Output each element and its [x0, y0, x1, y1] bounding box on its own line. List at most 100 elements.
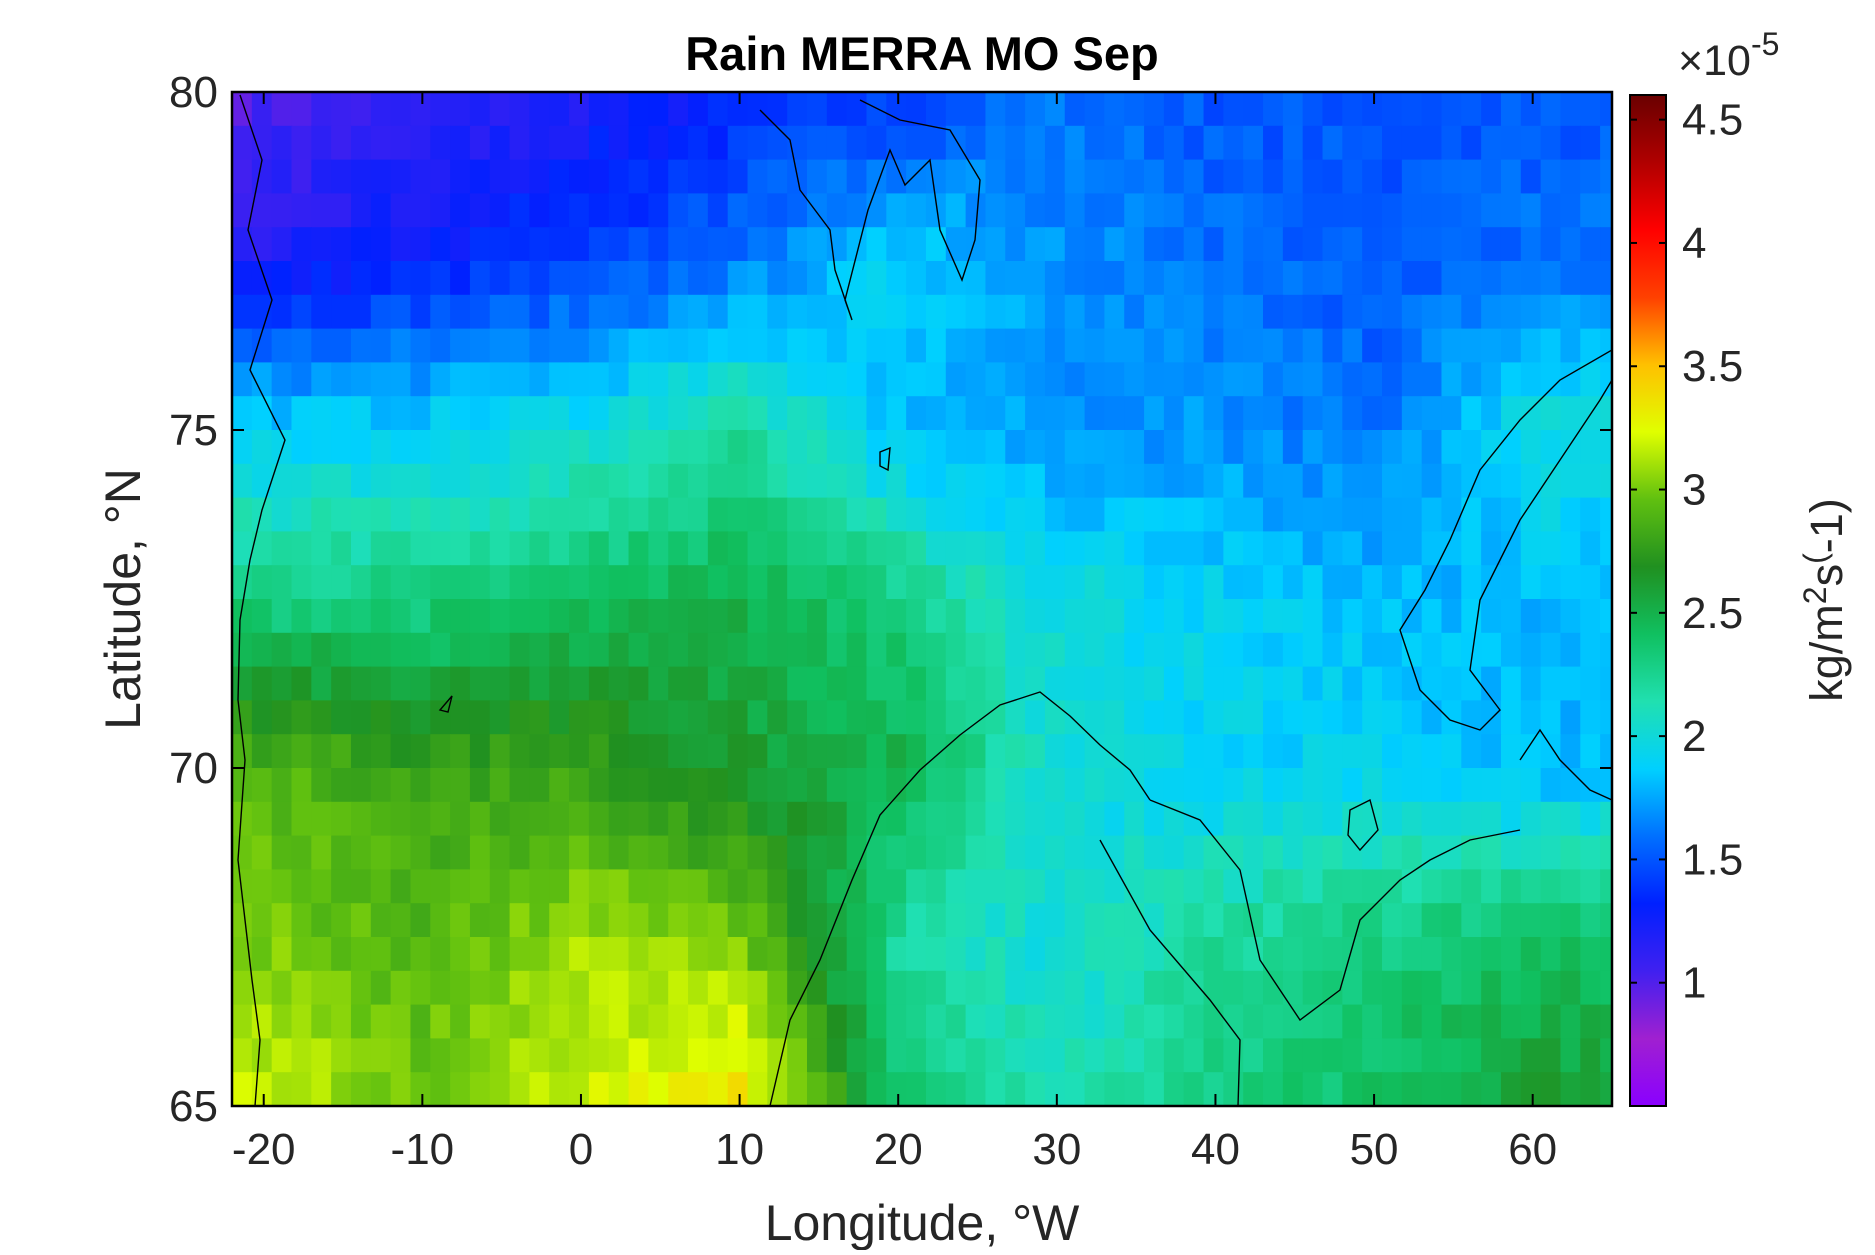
heatmap-cell: [1025, 193, 1046, 228]
heatmap-cell: [529, 970, 550, 1006]
heatmap-cell: [906, 970, 927, 1006]
heatmap-cell: [1560, 193, 1581, 228]
heatmap-cell: [826, 430, 848, 465]
heatmap-cell: [1421, 193, 1443, 228]
heatmap-cell: [331, 227, 352, 262]
heatmap-cell: [1064, 294, 1086, 330]
heatmap-cell: [747, 463, 768, 499]
heatmap-cell: [1104, 768, 1125, 803]
heatmap-cell: [1064, 632, 1086, 668]
heatmap-cell: [350, 937, 372, 972]
heatmap-cell: [1401, 463, 1423, 499]
heatmap-cell: [1481, 700, 1502, 735]
heatmap-cell: [1025, 497, 1046, 532]
heatmap-cell: [866, 1004, 887, 1039]
heatmap-cell: [529, 531, 550, 566]
heatmap-cell: [1104, 903, 1125, 938]
heatmap-cell: [866, 700, 887, 735]
heatmap-cell: [668, 666, 689, 701]
heatmap-cell: [1183, 531, 1205, 566]
heatmap-cell: [311, 430, 332, 465]
heatmap-cell: [291, 261, 312, 296]
heatmap-cell: [826, 565, 848, 600]
heatmap-cell: [370, 531, 392, 566]
heatmap-cell: [1500, 666, 1522, 701]
heatmap-cell: [450, 261, 471, 296]
heatmap-cell: [1540, 734, 1562, 769]
heatmap-cell: [588, 497, 610, 532]
heatmap-cell: [826, 700, 848, 735]
heatmap-cell: [925, 970, 947, 1006]
heatmap-cell: [331, 328, 352, 363]
heatmap-cell: [1322, 768, 1343, 803]
heatmap-cell: [628, 463, 649, 499]
heatmap-cell: [1540, 768, 1562, 803]
heatmap-cell: [1124, 159, 1145, 194]
heatmap-cell: [450, 328, 471, 363]
heatmap-cell: [588, 261, 610, 296]
heatmap-cell: [450, 1004, 471, 1039]
heatmap-cell: [1342, 125, 1363, 161]
heatmap-cell: [1144, 632, 1165, 668]
heatmap-cell: [370, 362, 392, 397]
heatmap-cell: [727, 227, 749, 262]
heatmap-cell: [648, 227, 669, 262]
heatmap-cell: [509, 497, 531, 532]
heatmap-cell: [965, 463, 987, 499]
heatmap-cell: [985, 430, 1006, 465]
heatmap-cell: [469, 396, 491, 431]
heatmap-cell: [707, 937, 729, 972]
heatmap-cell: [1441, 125, 1462, 161]
heatmap-cell: [1282, 430, 1304, 465]
heatmap-cell: [1263, 734, 1284, 769]
heatmap-cell: [965, 125, 987, 161]
heatmap-cell: [906, 531, 927, 566]
heatmap-cell: [965, 430, 987, 465]
heatmap-cell: [965, 734, 987, 769]
heatmap-cell: [787, 903, 808, 938]
heatmap-cell: [1382, 362, 1403, 397]
heatmap-cell: [1005, 1038, 1026, 1073]
heatmap-cell: [1560, 430, 1581, 465]
heatmap-cell: [1223, 970, 1244, 1006]
heatmap-cell: [925, 261, 947, 296]
heatmap-cell: [767, 1038, 788, 1073]
heatmap-cell: [985, 362, 1006, 397]
heatmap-cell: [707, 1072, 729, 1106]
heatmap-cell: [549, 497, 570, 532]
heatmap-cell: [450, 1072, 471, 1106]
heatmap-cell: [1342, 497, 1363, 532]
heatmap-cell: [1282, 1072, 1304, 1106]
heatmap-cell: [410, 328, 431, 363]
heatmap-cell: [529, 1004, 550, 1039]
heatmap-cell: [1461, 801, 1482, 837]
heatmap-cell: [688, 430, 709, 465]
heatmap-cell: [707, 294, 729, 330]
heatmap-cell: [1243, 599, 1264, 634]
heatmap-cell: [846, 700, 868, 735]
heatmap-cell: [1322, 666, 1343, 701]
heatmap-cell: [1540, 1072, 1562, 1106]
heatmap-cell: [707, 227, 729, 262]
heatmap-cell: [1005, 970, 1026, 1006]
heatmap-cell: [846, 362, 868, 397]
heatmap-cell: [271, 1038, 293, 1073]
heatmap-cell: [1421, 125, 1443, 161]
heatmap-cell: [668, 430, 689, 465]
heatmap-cell: [1580, 125, 1601, 161]
heatmap-cell: [1580, 903, 1601, 938]
heatmap-cell: [945, 565, 967, 600]
heatmap-cell: [1263, 666, 1284, 701]
heatmap-cell: [1540, 869, 1562, 904]
heatmap-cell: [965, 193, 987, 228]
heatmap-cell: [985, 970, 1006, 1006]
heatmap-cell: [1500, 869, 1522, 904]
heatmap-cell: [1421, 1004, 1443, 1039]
x-tick-label: -20: [232, 1125, 296, 1174]
heatmap-cell: [489, 1004, 511, 1039]
heatmap-cell: [608, 125, 630, 161]
heatmap-cell: [628, 599, 649, 634]
heatmap-cell: [350, 92, 372, 127]
heatmap-cell: [1520, 193, 1542, 228]
heatmap-cell: [767, 869, 788, 904]
